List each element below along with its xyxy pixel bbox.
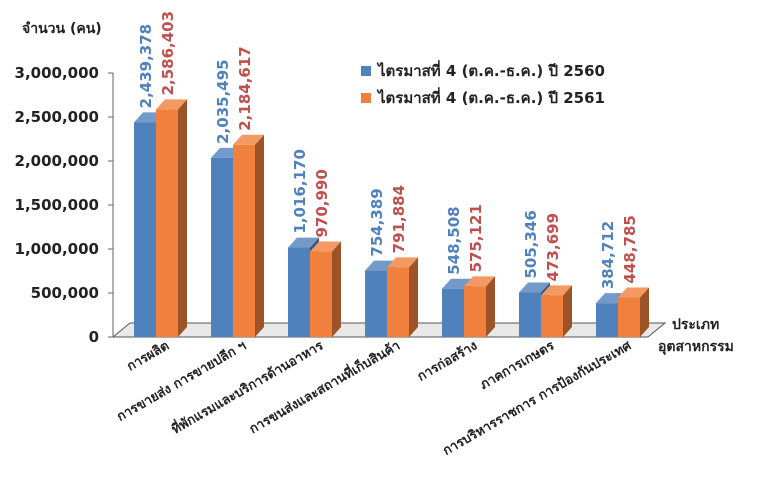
category-label: การผลิต — [125, 338, 172, 374]
data-label: 791,884 — [390, 185, 408, 253]
data-label: 575,121 — [467, 204, 485, 272]
legend: ไตรมาสที่ 4 (ต.ค.-ธ.ค.) ปี 2560 ไตรมาสที… — [361, 60, 605, 107]
y-axis: 0 500,000 1,000,000 1,500,000 2,000,000 2,500… — [15, 64, 114, 346]
y-axis-label: จำนวน (คน) — [22, 21, 102, 37]
bar-front — [211, 157, 233, 337]
y-tick-label: 3,000,000 — [15, 64, 99, 82]
bar-front — [464, 286, 486, 337]
bar-front — [596, 303, 618, 337]
category-label: การขายส่ง การขายปลีก ฯ — [114, 338, 249, 425]
bar — [464, 276, 495, 337]
bar-top — [541, 285, 572, 296]
x-axis-label-line-2: อุตสาหกรรม — [658, 339, 734, 355]
bar-front — [365, 270, 387, 337]
y-tick-label: 0 — [89, 328, 99, 346]
data-label: 1,016,170 — [291, 149, 309, 233]
bar-side — [178, 99, 187, 337]
legend-label-2560: ไตรมาสที่ 4 (ต.ค.-ธ.ค.) ปี 2560 — [376, 60, 605, 80]
bar-front — [288, 247, 310, 337]
data-label: 473,699 — [544, 213, 562, 281]
bar-top — [387, 257, 418, 268]
bar-series-group — [134, 99, 649, 337]
bar-front — [310, 251, 332, 337]
data-label: 384,712 — [599, 221, 617, 289]
y-tick-label: 2,500,000 — [15, 108, 99, 126]
legend-swatch-2561 — [361, 93, 371, 103]
legend-swatch-2560 — [361, 66, 371, 76]
bar-top — [310, 241, 341, 252]
data-label: 2,184,617 — [236, 46, 254, 130]
data-label: 548,508 — [445, 206, 463, 274]
bar-side — [332, 241, 341, 337]
bar-top — [618, 287, 649, 298]
legend-label-2561: ไตรมาสที่ 4 (ต.ค.-ธ.ค.) ปี 2561 — [376, 87, 605, 107]
bar-front — [618, 297, 640, 337]
bar — [233, 134, 264, 337]
bar — [618, 287, 649, 337]
x-axis-label-line-1: ประเภท — [672, 317, 719, 333]
bar-top — [288, 237, 319, 248]
y-tick-label: 1,500,000 — [15, 196, 99, 214]
bar-side — [409, 257, 418, 337]
bar-front — [387, 267, 409, 337]
bar-top — [519, 282, 550, 293]
bar-front — [442, 288, 464, 337]
data-label: 448,785 — [621, 215, 639, 283]
bar-front — [519, 292, 541, 337]
bar-front — [156, 109, 178, 337]
data-label: 505,346 — [522, 210, 540, 278]
bar-top — [156, 99, 187, 110]
bar — [310, 241, 341, 337]
data-label: 2,586,403 — [159, 11, 177, 95]
data-labels-group: 2,439,378 2,586,403 2,035,495 2,184,617 1,01… — [137, 11, 639, 289]
bar — [387, 257, 418, 337]
bar-side — [640, 287, 649, 337]
data-label: 754,389 — [368, 188, 386, 256]
bar-front — [233, 144, 255, 337]
y-tick-label: 1,000,000 — [15, 240, 99, 258]
data-label: 970,990 — [313, 169, 331, 237]
data-label: 2,439,378 — [137, 24, 155, 108]
y-tick-label: 2,000,000 — [15, 152, 99, 170]
bar-side — [255, 134, 264, 337]
bar-side — [486, 276, 495, 337]
bar-top — [464, 276, 495, 287]
bar-top — [233, 134, 264, 145]
data-label: 2,035,495 — [214, 59, 232, 143]
bar-front — [134, 122, 156, 337]
category-label: การก่อสร้าง — [414, 338, 480, 385]
bar — [541, 285, 572, 337]
bar — [156, 99, 187, 337]
bar-front — [541, 295, 563, 337]
y-tick-label: 500,000 — [31, 284, 99, 302]
bar-side — [563, 285, 572, 337]
